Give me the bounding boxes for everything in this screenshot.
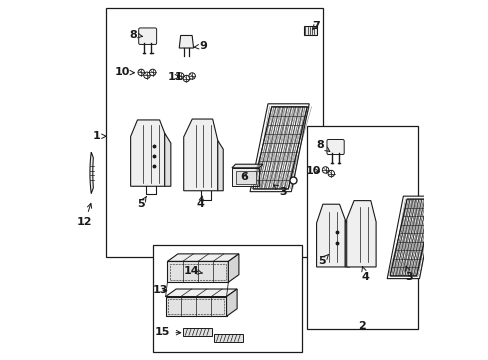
Text: 7: 7 <box>311 21 319 31</box>
Text: 13: 13 <box>152 285 167 296</box>
Circle shape <box>149 69 156 76</box>
Polygon shape <box>252 107 306 189</box>
Polygon shape <box>130 120 164 186</box>
Circle shape <box>138 69 144 76</box>
Text: 14: 14 <box>183 266 202 276</box>
Polygon shape <box>386 196 435 279</box>
Text: 15: 15 <box>155 327 181 337</box>
Polygon shape <box>90 152 93 193</box>
Polygon shape <box>167 261 228 282</box>
Bar <box>153 244 301 352</box>
FancyBboxPatch shape <box>139 28 156 44</box>
Bar <box>235 171 255 184</box>
Circle shape <box>183 75 189 82</box>
Polygon shape <box>231 164 262 168</box>
Text: 10: 10 <box>305 166 321 176</box>
Bar <box>106 8 323 257</box>
Polygon shape <box>165 297 226 316</box>
Polygon shape <box>183 119 217 191</box>
Text: 3: 3 <box>405 266 412 282</box>
Polygon shape <box>217 140 223 191</box>
Bar <box>214 334 242 342</box>
Polygon shape <box>346 201 375 267</box>
Text: 3: 3 <box>273 185 286 197</box>
Polygon shape <box>249 104 308 192</box>
Text: 5: 5 <box>137 197 146 210</box>
Text: 8: 8 <box>316 140 329 152</box>
Text: 5: 5 <box>318 255 328 266</box>
Text: 9: 9 <box>194 41 207 51</box>
Text: 12: 12 <box>77 203 93 227</box>
Text: 2: 2 <box>358 321 365 331</box>
Bar <box>306 126 418 329</box>
Text: 10: 10 <box>115 67 134 77</box>
Text: 4: 4 <box>196 196 204 210</box>
Polygon shape <box>164 133 170 186</box>
Circle shape <box>177 73 183 79</box>
Polygon shape <box>303 26 316 36</box>
Polygon shape <box>389 199 433 276</box>
Bar <box>183 328 211 336</box>
Polygon shape <box>226 289 237 316</box>
FancyBboxPatch shape <box>326 139 344 154</box>
Circle shape <box>143 72 150 78</box>
Text: 4: 4 <box>361 266 369 282</box>
Text: 1: 1 <box>92 131 106 141</box>
Polygon shape <box>316 204 345 267</box>
Polygon shape <box>167 254 239 261</box>
Circle shape <box>188 73 195 79</box>
Polygon shape <box>228 254 239 282</box>
Bar <box>231 168 259 186</box>
Text: 6: 6 <box>240 172 248 183</box>
Circle shape <box>322 167 328 173</box>
Polygon shape <box>345 220 349 267</box>
Text: 11: 11 <box>167 72 183 82</box>
Text: 8: 8 <box>129 30 142 40</box>
Polygon shape <box>165 289 237 297</box>
Polygon shape <box>179 36 193 48</box>
Circle shape <box>327 170 334 177</box>
